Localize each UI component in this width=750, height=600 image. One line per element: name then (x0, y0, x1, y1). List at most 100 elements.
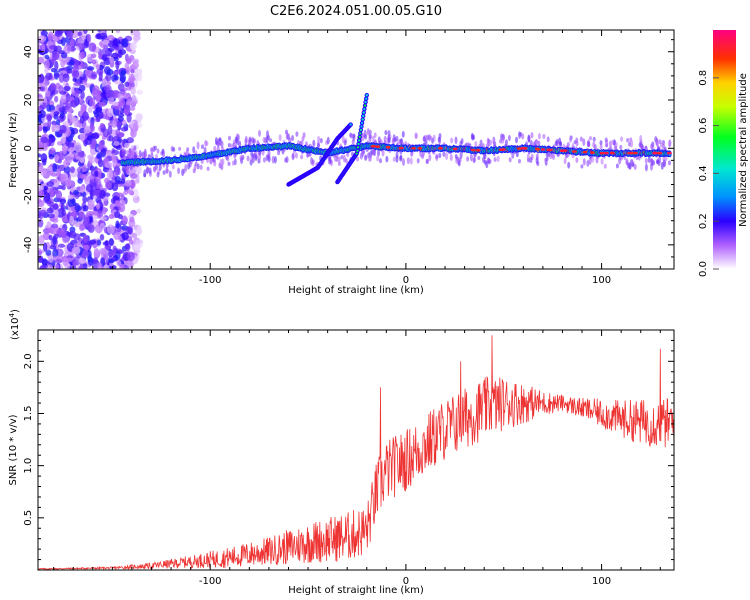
band-halo (131, 147, 135, 155)
band-halo (454, 136, 458, 145)
noise-blob (77, 211, 86, 220)
band-halo (361, 133, 365, 138)
band-halo (605, 143, 609, 148)
noise-blob (39, 167, 47, 176)
noise-blob (70, 99, 78, 108)
noise-blob (99, 189, 106, 199)
noise-blob (39, 264, 45, 269)
snr-multiplier: (x104) (8, 309, 21, 340)
band-halo (473, 156, 476, 163)
noise-blob (53, 233, 59, 240)
band-peak (385, 145, 391, 149)
band-halo (399, 155, 403, 162)
noise-blob (68, 230, 77, 239)
noise-blob (92, 85, 100, 95)
band-halo (591, 156, 595, 163)
band-halo (184, 164, 188, 172)
band-halo (438, 133, 442, 139)
band-halo (340, 155, 344, 160)
snr-series-line (38, 335, 674, 570)
branch-core (363, 107, 366, 111)
snr-ylabel: SNR (10 * v/v) (8, 414, 19, 485)
band-halo (300, 140, 304, 146)
noise-blob (73, 81, 82, 87)
band-halo (435, 153, 439, 162)
band-halo (414, 133, 418, 139)
noise-blob (80, 90, 85, 100)
band-peak (572, 150, 577, 153)
band-halo (364, 154, 368, 161)
noise-blob (79, 115, 85, 124)
multiplier-exp: 4 (8, 312, 16, 317)
band-halo (428, 154, 432, 162)
noise-blob (101, 48, 106, 55)
branch-core (356, 146, 360, 149)
noise-blob (91, 132, 100, 140)
noise-blob (105, 86, 110, 97)
noise-blob (108, 135, 114, 142)
noise-blob (68, 59, 75, 66)
band-halo (493, 157, 497, 162)
noise-blob (51, 120, 57, 126)
band-halo (455, 157, 459, 164)
band-peak (652, 151, 657, 155)
noise-blob (72, 117, 79, 125)
band-peak (475, 149, 481, 152)
band-halo (618, 156, 622, 165)
noise-blob (90, 53, 97, 59)
heatmap-ytick-label: 40 (23, 45, 34, 58)
band-halo (359, 152, 363, 160)
noise-blob (101, 206, 107, 215)
noise-blob (54, 30, 63, 37)
band-halo (373, 148, 377, 157)
noise-blob (57, 243, 66, 248)
noise-blob (122, 190, 129, 196)
band-peak (452, 147, 458, 151)
band-peak (535, 147, 540, 151)
snr-ytick-label: 1.5 (23, 406, 34, 422)
noise-blob (40, 136, 49, 144)
heatmap-ytick-label: 0 (23, 145, 34, 151)
noise-blob (66, 65, 74, 71)
noise-blob (112, 38, 121, 47)
band-halo (521, 133, 525, 140)
colorbar-ticks: 0.0 0.2 0.4 0.6 0.8 (698, 70, 719, 277)
noise-blob (65, 104, 70, 111)
noise-blob (116, 260, 122, 266)
noise-blob (42, 242, 48, 252)
band-halo (246, 155, 250, 162)
band-halo (620, 136, 624, 142)
noise-blob (111, 182, 119, 192)
band-halo (460, 138, 464, 144)
band-halo (496, 155, 500, 163)
noise-blob (97, 158, 104, 168)
noise-blob (38, 185, 45, 191)
noise-blob (118, 203, 126, 213)
heatmap-ylabel: Frequency (Hz) (8, 112, 19, 188)
noise-blob (49, 190, 55, 198)
band-halo (258, 129, 261, 137)
noise-blob (78, 265, 84, 269)
band-halo (209, 156, 213, 165)
noise-blob (79, 174, 87, 180)
heatmap-ytick-label: -40 (23, 237, 34, 253)
band-halo (155, 153, 158, 160)
heatmap-frame (37, 29, 675, 270)
noise-blob (87, 106, 93, 114)
noise-blob (48, 234, 53, 241)
band-halo (248, 140, 252, 147)
band-halo (608, 140, 612, 148)
band-halo (381, 149, 385, 157)
colorbar-label: Normalized spectral amplitude (738, 73, 749, 227)
noise-blob (84, 138, 92, 145)
noise-blob (81, 166, 88, 172)
band-halo (534, 139, 538, 146)
noise-blob (89, 156, 96, 164)
band-halo (228, 135, 231, 141)
noise-blob (46, 166, 53, 172)
noise-blob (98, 143, 104, 151)
band-halo (317, 143, 320, 148)
noise-blob (89, 121, 94, 132)
noise-blob (52, 203, 59, 210)
noise-blob (127, 251, 135, 262)
